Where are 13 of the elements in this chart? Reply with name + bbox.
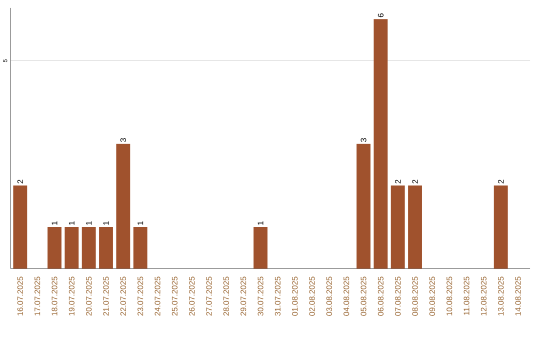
bar <box>99 226 113 268</box>
bar <box>494 185 508 268</box>
bar <box>408 185 422 268</box>
bar <box>254 226 268 268</box>
bar <box>133 226 148 268</box>
bar <box>82 226 96 268</box>
bar <box>390 185 405 268</box>
bar <box>48 226 62 268</box>
bar <box>116 144 130 268</box>
bar <box>13 185 28 268</box>
bar <box>64 226 79 268</box>
bar <box>374 19 388 268</box>
bar <box>356 144 370 268</box>
